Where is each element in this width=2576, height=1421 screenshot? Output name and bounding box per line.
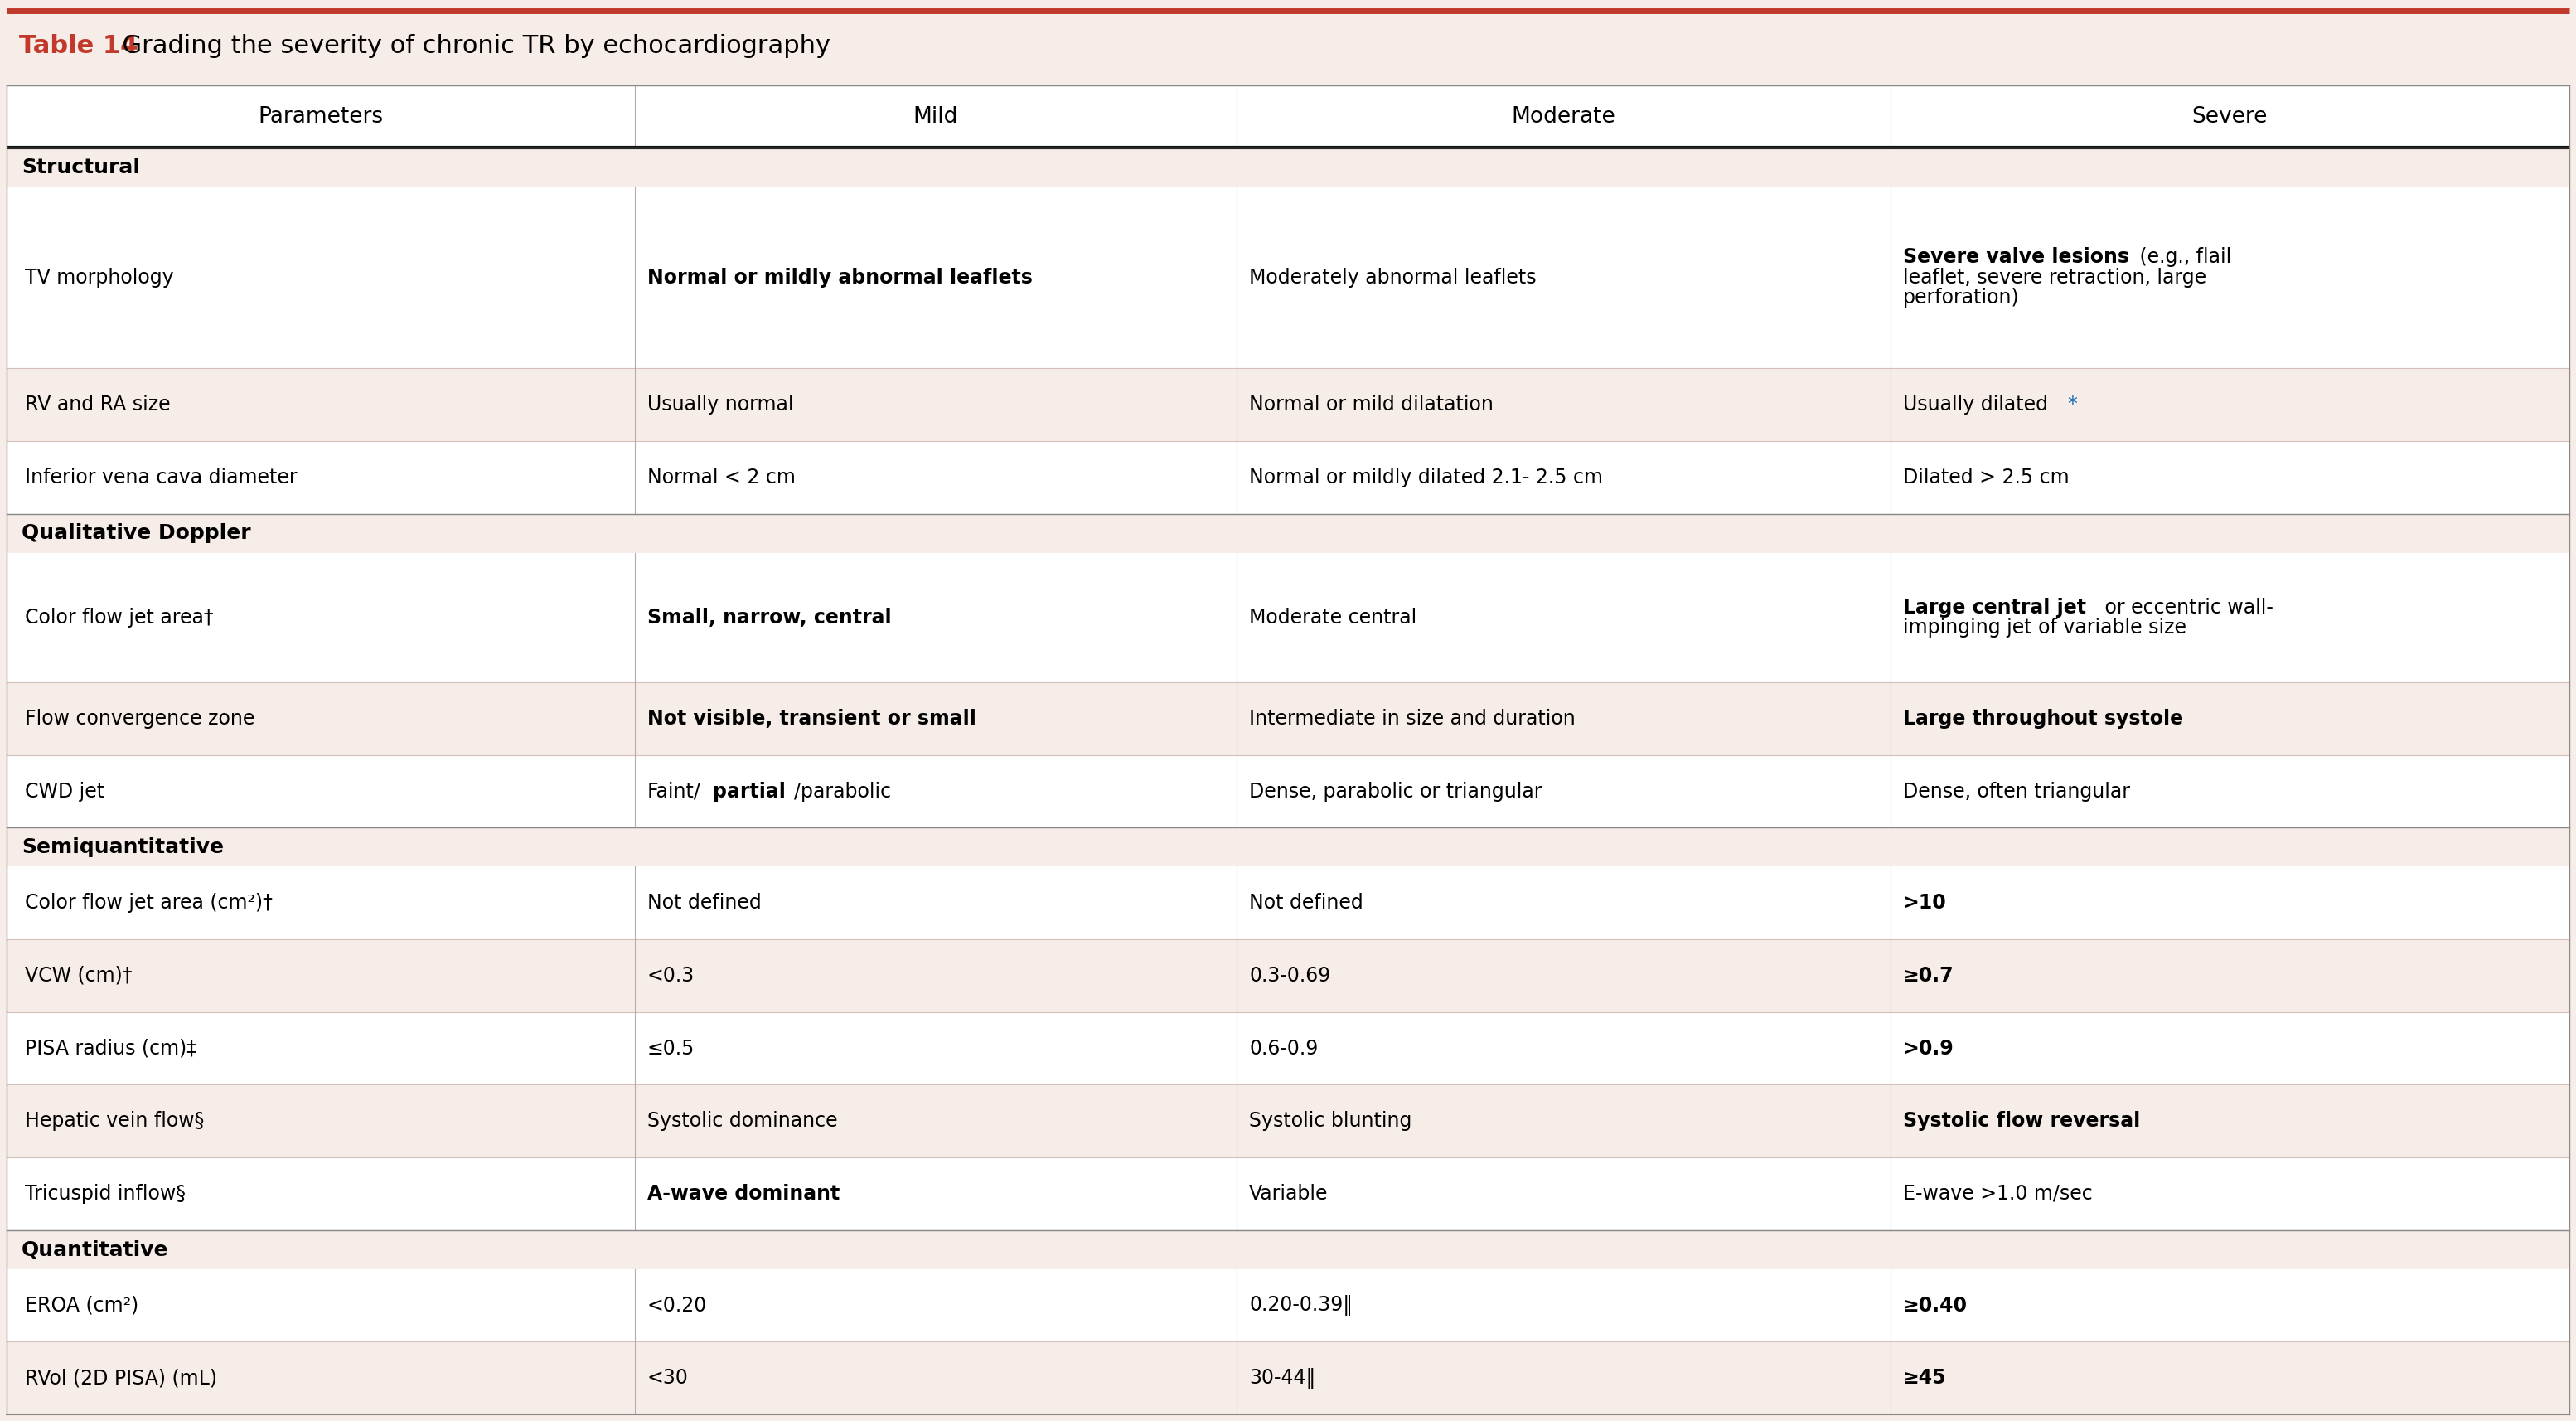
Text: RV and RA size: RV and RA size (26, 395, 170, 415)
Text: RVol (2D PISA) (mL): RVol (2D PISA) (mL) (26, 1368, 216, 1388)
Text: <30: <30 (647, 1368, 688, 1388)
Text: Large central jet: Large central jet (1904, 597, 2087, 617)
Text: Moderately abnormal leaflets: Moderately abnormal leaflets (1249, 267, 1535, 287)
Text: Usually dilated: Usually dilated (1904, 395, 2048, 415)
Text: Systolic blunting: Systolic blunting (1249, 1111, 1412, 1131)
Text: Large throughout systole: Large throughout systole (1904, 709, 2182, 729)
Bar (0, 7, 2576, 85)
Text: or eccentric wall-: or eccentric wall- (2099, 597, 2275, 617)
Text: Variable: Variable (1249, 1184, 1329, 1204)
Text: 0.3-0.69: 0.3-0.69 (1249, 966, 1332, 986)
Bar (8, 867, 2568, 939)
Bar (8, 368, 2568, 441)
Text: EROA (cm²): EROA (cm²) (26, 1296, 139, 1316)
Text: Moderate central: Moderate central (1249, 608, 1417, 628)
Bar (8, 1084, 2568, 1157)
Text: Not defined: Not defined (647, 892, 760, 912)
Text: Severe: Severe (2192, 105, 2267, 128)
Text: 30-44‖: 30-44‖ (1249, 1367, 1316, 1388)
Text: Severe valve lesions: Severe valve lesions (1904, 247, 2128, 267)
Text: Not defined: Not defined (1249, 892, 1363, 912)
Text: Hepatic vein flow§: Hepatic vein flow§ (26, 1111, 204, 1131)
Text: CWD jet: CWD jet (26, 782, 106, 801)
Text: PISA radius (cm)‡: PISA radius (cm)‡ (26, 1039, 196, 1059)
Bar (8, 513, 2568, 553)
Text: Tricuspid inflow§: Tricuspid inflow§ (26, 1184, 185, 1204)
Bar (8, 1341, 2568, 1414)
Text: ≥45: ≥45 (1904, 1368, 1947, 1388)
Bar (8, 939, 2568, 1012)
Text: ≥0.7: ≥0.7 (1904, 966, 1953, 986)
Text: Normal or mildly abnormal leaflets: Normal or mildly abnormal leaflets (647, 267, 1033, 287)
Bar (8, 828, 2568, 867)
Text: Semiquantitative: Semiquantitative (21, 837, 224, 857)
Text: Flow convergence zone: Flow convergence zone (26, 709, 255, 729)
Text: 0.6-0.9: 0.6-0.9 (1249, 1039, 1319, 1059)
Text: Structural: Structural (21, 158, 139, 178)
Text: ≥0.40: ≥0.40 (1904, 1296, 1968, 1316)
Text: partial: partial (714, 782, 786, 801)
Text: Normal < 2 cm: Normal < 2 cm (647, 468, 796, 487)
Text: 0.20-0.39‖: 0.20-0.39‖ (1249, 1295, 1352, 1316)
Text: Grading the severity of chronic TR by echocardiography: Grading the severity of chronic TR by ec… (106, 34, 829, 58)
Text: A-wave dominant: A-wave dominant (647, 1184, 840, 1204)
Text: (e.g., flail: (e.g., flail (2133, 247, 2231, 267)
Text: <0.3: <0.3 (647, 966, 696, 986)
Text: TV morphology: TV morphology (26, 267, 173, 287)
Bar (8, 186, 2568, 368)
Text: Dilated > 2.5 cm: Dilated > 2.5 cm (1904, 468, 2069, 487)
Bar (8, 682, 2568, 755)
Bar (8, 85, 2568, 148)
Text: Dense, often triangular: Dense, often triangular (1904, 782, 2130, 801)
Text: Not visible, transient or small: Not visible, transient or small (647, 709, 976, 729)
Text: >10: >10 (1904, 892, 1947, 912)
Text: impinging jet of variable size: impinging jet of variable size (1904, 618, 2187, 638)
Bar (8, 553, 2568, 682)
Text: Usually normal: Usually normal (647, 395, 793, 415)
Text: /parabolic: /parabolic (793, 782, 891, 801)
Text: Table 14: Table 14 (18, 34, 139, 58)
Text: leaflet, severe retraction, large: leaflet, severe retraction, large (1904, 267, 2205, 287)
Text: Quantitative: Quantitative (21, 1239, 167, 1259)
Text: ≤0.5: ≤0.5 (647, 1039, 696, 1059)
Text: E-wave >1.0 m/sec: E-wave >1.0 m/sec (1904, 1184, 2092, 1204)
Text: Systolic flow reversal: Systolic flow reversal (1904, 1111, 2141, 1131)
Text: >0.9: >0.9 (1904, 1039, 1953, 1059)
Text: Color flow jet area†: Color flow jet area† (26, 608, 214, 628)
Text: <0.20: <0.20 (647, 1296, 706, 1316)
Text: Small, narrow, central: Small, narrow, central (647, 608, 891, 628)
Bar (8, 148, 2568, 186)
Bar (8, 1231, 2568, 1269)
Text: Moderate: Moderate (1512, 105, 1615, 128)
Bar (8, 441, 2568, 513)
Text: Qualitative Doppler: Qualitative Doppler (21, 523, 250, 543)
Text: Inferior vena cava diameter: Inferior vena cava diameter (26, 468, 296, 487)
Text: Mild: Mild (912, 105, 958, 128)
Bar (8, 1012, 2568, 1084)
Text: Color flow jet area (cm²)†: Color flow jet area (cm²)† (26, 892, 273, 912)
Bar (8, 1269, 2568, 1341)
Text: Dense, parabolic or triangular: Dense, parabolic or triangular (1249, 782, 1543, 801)
Text: *: * (2069, 395, 2076, 415)
Bar (8, 1157, 2568, 1231)
Text: Normal or mild dilatation: Normal or mild dilatation (1249, 395, 1494, 415)
Text: Normal or mildly dilated 2.1- 2.5 cm: Normal or mildly dilated 2.1- 2.5 cm (1249, 468, 1602, 487)
Text: Systolic dominance: Systolic dominance (647, 1111, 837, 1131)
Text: Faint/: Faint/ (647, 782, 701, 801)
Bar (8, 755, 2568, 828)
Text: VCW (cm)†: VCW (cm)† (26, 966, 131, 986)
Text: perforation): perforation) (1904, 288, 2020, 308)
Text: Parameters: Parameters (258, 105, 384, 128)
Text: Intermediate in size and duration: Intermediate in size and duration (1249, 709, 1577, 729)
